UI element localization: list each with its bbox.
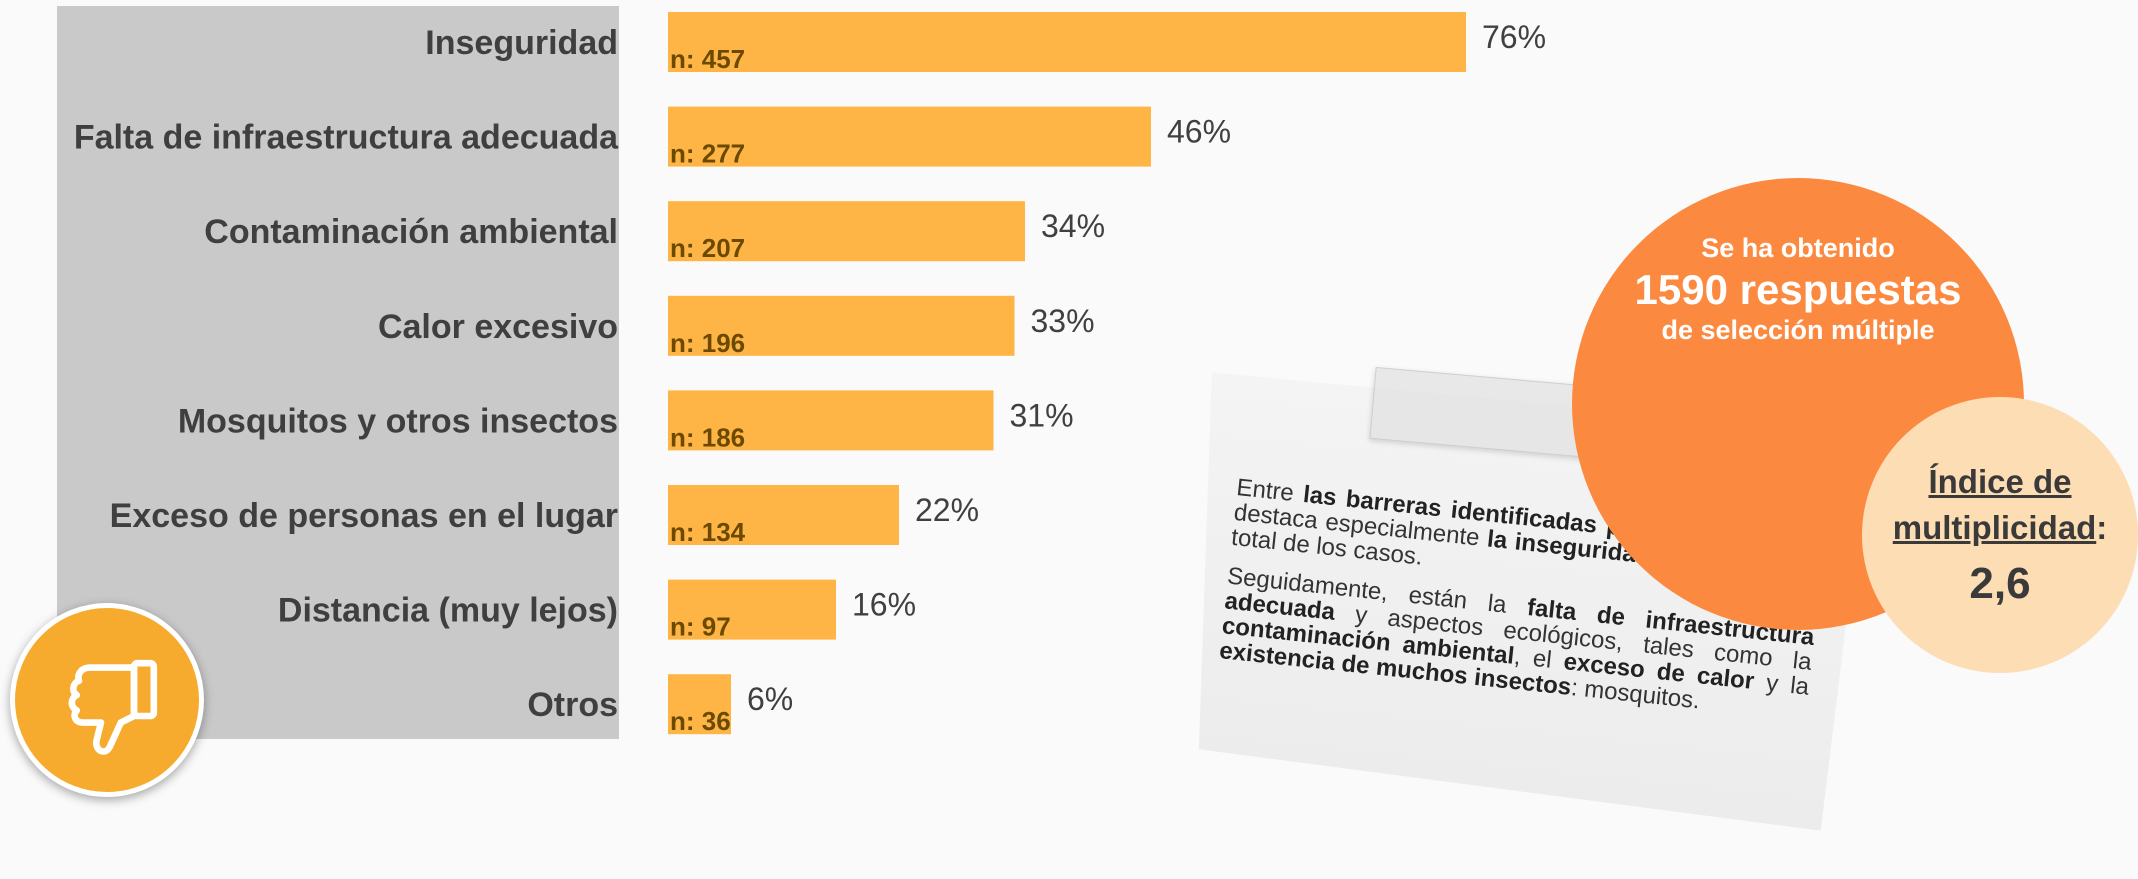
multiplicity-index-circle: Índice de multiplicidad: 2,6 [1862, 397, 2138, 673]
count-label: n: 196 [670, 328, 745, 358]
bar [668, 12, 1466, 72]
category-label: Mosquitos y otros insectos [178, 402, 618, 440]
count-label: n: 134 [670, 517, 746, 547]
value-label: 22% [915, 492, 979, 528]
summary-line-3: de selección múltiple [1661, 315, 1935, 345]
value-label: 33% [1031, 303, 1095, 339]
bar [668, 674, 731, 735]
bar [668, 201, 1025, 262]
value-label: 6% [747, 681, 793, 717]
count-label: n: 277 [670, 139, 745, 169]
category-label: Inseguridad [425, 24, 618, 62]
value-label: 34% [1041, 208, 1105, 244]
count-label: n: 186 [670, 422, 745, 452]
value-label: 16% [852, 587, 916, 623]
category-label: Otros [527, 686, 618, 724]
value-label: 31% [1010, 397, 1074, 433]
bar [668, 485, 899, 545]
count-label: n: 457 [670, 44, 745, 74]
bar [668, 390, 994, 451]
thumbs-down-icon [68, 659, 158, 755]
thumbs-down-badge [10, 603, 204, 797]
bar [668, 106, 1151, 167]
count-label: n: 36 [670, 706, 731, 736]
index-value: 2,6 [1969, 559, 2031, 608]
category-label: Contaminación ambiental [204, 213, 618, 251]
value-label: 76% [1482, 19, 1546, 55]
summary-line-1: Se ha obtenido [1701, 233, 1895, 263]
count-label: n: 207 [670, 233, 745, 263]
summary-responses-count: 1590 respuestas [1634, 266, 1962, 313]
bar [668, 579, 836, 640]
index-title-line-1: Índice de [1928, 463, 2072, 500]
index-title-line-2: multiplicidad: [1892, 509, 2108, 546]
category-label: Distancia (muy lejos) [278, 592, 618, 630]
category-label: Exceso de personas en el lugar [110, 497, 618, 535]
bar [668, 295, 1015, 356]
count-label: n: 97 [670, 612, 731, 642]
category-label: Falta de infraestructura adecuada [74, 119, 619, 157]
category-label: Calor excesivo [378, 308, 618, 346]
value-label: 46% [1167, 114, 1231, 150]
